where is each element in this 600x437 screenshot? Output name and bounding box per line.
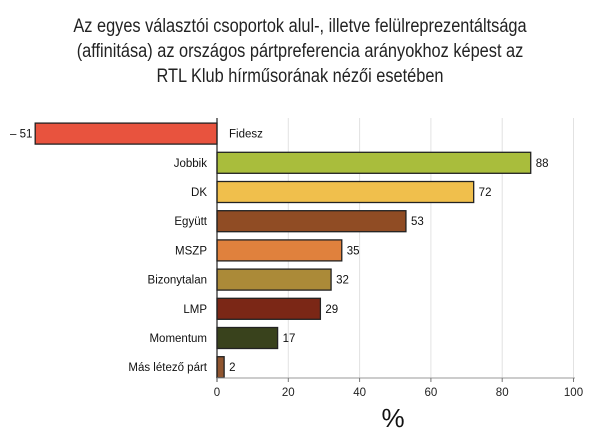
category-label: Fidesz bbox=[229, 129, 263, 141]
x-tick-label: 40 bbox=[353, 387, 366, 399]
title-line-1: Az egyes választói csoportok alul-, ille… bbox=[73, 16, 527, 37]
category-label: Együtt bbox=[174, 216, 207, 228]
x-tick-label: 100 bbox=[564, 387, 583, 399]
category-label: Momentum bbox=[149, 333, 207, 345]
value-label: 29 bbox=[325, 304, 338, 316]
category-label: MSZP bbox=[175, 245, 207, 257]
x-tick-label: 20 bbox=[282, 387, 295, 399]
value-label: – 51 bbox=[10, 129, 32, 141]
category-label: Más létező párt bbox=[128, 362, 207, 374]
title-line-2: (affinitása) az országos pártpreferencia… bbox=[76, 41, 524, 62]
value-label: 2 bbox=[229, 362, 235, 374]
value-label: 53 bbox=[411, 216, 424, 228]
bar bbox=[216, 356, 225, 379]
x-tick-label: 60 bbox=[425, 387, 438, 399]
bar bbox=[216, 151, 532, 174]
value-label: 88 bbox=[536, 158, 549, 170]
bar bbox=[216, 239, 343, 262]
chart-title: Az egyes választói csoportok alul-, ille… bbox=[42, 14, 558, 89]
bar bbox=[34, 122, 218, 145]
bar bbox=[216, 210, 407, 233]
bar bbox=[216, 180, 475, 204]
value-label: 32 bbox=[336, 275, 349, 287]
x-tick-label: 80 bbox=[496, 387, 509, 399]
value-label: 17 bbox=[283, 333, 296, 345]
bar bbox=[216, 297, 322, 320]
bar bbox=[216, 326, 279, 350]
category-label: DK bbox=[191, 187, 207, 199]
category-label: Bizonytalan bbox=[148, 275, 207, 287]
category-label: LMP bbox=[183, 304, 207, 316]
title-line-3: RTL Klub hírműsorának nézői esetében bbox=[156, 66, 444, 87]
x-tick-label: 0 bbox=[214, 387, 220, 399]
category-label: Jobbik bbox=[174, 158, 207, 170]
value-label: 35 bbox=[347, 245, 360, 257]
bar bbox=[216, 268, 332, 291]
x-axis-label: % bbox=[381, 403, 404, 433]
value-label: 72 bbox=[479, 187, 492, 199]
